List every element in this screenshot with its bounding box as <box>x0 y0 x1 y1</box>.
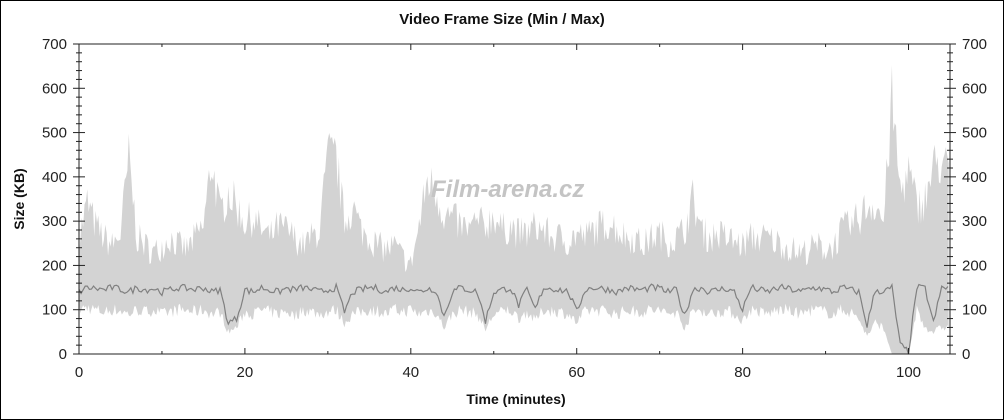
y-tick-label-right: 100 <box>962 302 987 319</box>
series-min-line <box>78 281 949 355</box>
x-tick-label: 60 <box>568 364 585 381</box>
y-tick-label-left: 100 <box>42 302 67 319</box>
y-tick-label-right: 500 <box>962 125 987 142</box>
y-tick-label-left: 700 <box>42 36 67 53</box>
y-tick-label-left: 300 <box>42 213 67 230</box>
y-tick-label-right: 600 <box>962 80 987 97</box>
x-tick-label: 80 <box>734 364 751 381</box>
watermark-logo: Film-arena.cz <box>431 176 585 203</box>
x-tick-label: 0 <box>75 364 83 381</box>
series-max-area <box>79 65 949 354</box>
y-tick-label-right: 200 <box>962 257 987 274</box>
y-tick-label-right: 0 <box>962 346 970 363</box>
chart-title: Video Frame Size (Min / Max) <box>399 11 605 28</box>
y-tick-label-left: 0 <box>59 346 67 363</box>
x-axis-label: Time (minutes) <box>466 391 566 407</box>
y-tick-label-right: 400 <box>962 169 987 186</box>
y-tick-label-left: 500 <box>42 125 67 142</box>
x-tick-label: 100 <box>896 364 921 381</box>
x-tick-label: 20 <box>237 364 254 381</box>
y-tick-label-left: 200 <box>42 257 67 274</box>
y-tick-label-right: 700 <box>962 36 987 53</box>
y-tick-label-left: 600 <box>42 80 67 97</box>
x-tick-label: 40 <box>402 364 419 381</box>
y-tick-label-right: 300 <box>962 213 987 230</box>
y-tick-label-left: 400 <box>42 169 67 186</box>
